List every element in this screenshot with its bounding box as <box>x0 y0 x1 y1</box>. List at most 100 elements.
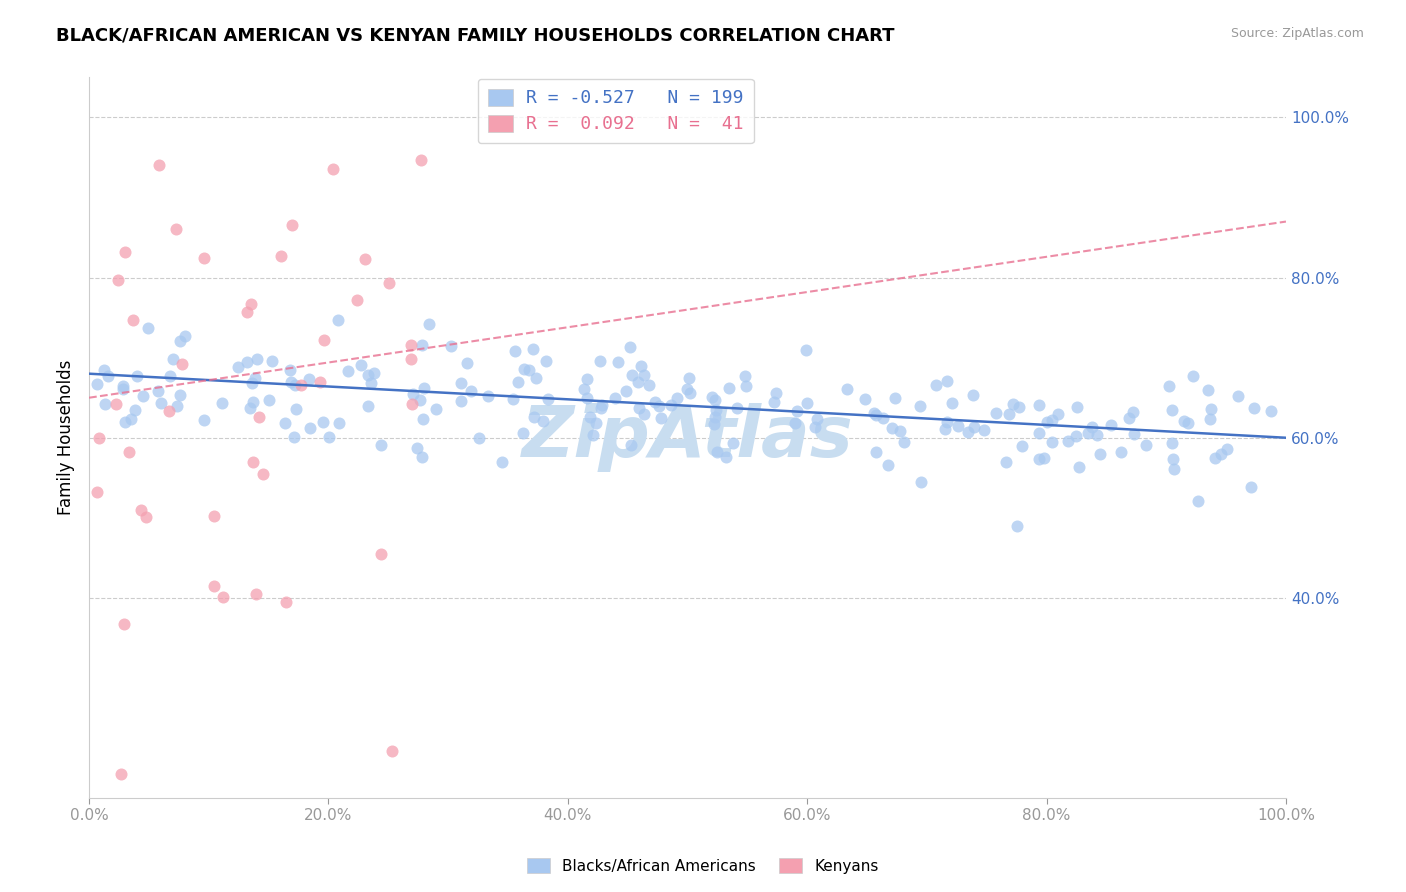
Point <box>349 358 371 372</box>
Point <box>644 395 666 409</box>
Legend: Blacks/African Americans, Kenyans: Blacks/African Americans, Kenyans <box>522 852 884 880</box>
Point <box>409 393 432 408</box>
Point <box>638 378 661 392</box>
Point <box>633 407 655 421</box>
Point <box>425 402 447 417</box>
Point <box>284 378 307 392</box>
Point <box>946 418 969 433</box>
Point <box>86 485 108 500</box>
Point <box>676 383 699 397</box>
Point <box>1036 415 1059 429</box>
Point <box>174 329 197 343</box>
Point <box>936 415 959 429</box>
Point <box>412 412 434 426</box>
Point <box>411 450 433 464</box>
Point <box>235 305 257 319</box>
Point <box>1090 447 1112 461</box>
Point <box>370 438 392 452</box>
Point <box>575 372 598 386</box>
Point <box>703 417 725 431</box>
Point <box>477 389 499 403</box>
Point <box>591 401 613 415</box>
Point <box>962 388 984 402</box>
Legend: R = -0.527   N = 199, R =  0.092   N =  41: R = -0.527 N = 199, R = 0.092 N = 41 <box>478 78 754 144</box>
Point <box>236 355 259 369</box>
Point <box>1081 420 1104 434</box>
Point <box>706 445 728 459</box>
Point <box>1260 404 1282 418</box>
Point <box>630 359 652 374</box>
Point <box>399 351 422 366</box>
Y-axis label: Family Households: Family Households <box>58 360 75 516</box>
Point <box>876 458 898 472</box>
Text: BLACK/AFRICAN AMERICAN VS KENYAN FAMILY HOUSEHOLDS CORRELATION CHART: BLACK/AFRICAN AMERICAN VS KENYAN FAMILY … <box>56 27 894 45</box>
Point <box>346 293 368 307</box>
Point <box>1122 427 1144 442</box>
Point <box>1057 434 1080 448</box>
Point <box>1187 494 1209 508</box>
Point <box>889 425 911 439</box>
Point <box>1040 413 1063 427</box>
Point <box>659 398 682 412</box>
Point <box>165 222 187 236</box>
Point <box>162 351 184 366</box>
Point <box>1077 425 1099 440</box>
Point <box>508 376 530 390</box>
Point <box>627 375 650 389</box>
Point <box>460 384 482 398</box>
Point <box>804 419 827 434</box>
Point <box>193 252 215 266</box>
Point <box>1173 414 1195 428</box>
Point <box>1198 412 1220 426</box>
Point <box>1239 479 1261 493</box>
Point <box>121 313 143 327</box>
Point <box>402 386 425 401</box>
Point <box>1069 460 1091 475</box>
Point <box>378 276 401 290</box>
Point <box>1204 450 1226 465</box>
Point <box>93 363 115 377</box>
Point <box>112 617 135 632</box>
Point <box>322 162 344 177</box>
Point <box>243 371 266 385</box>
Point <box>512 362 534 376</box>
Point <box>94 397 117 411</box>
Point <box>648 399 671 413</box>
Point <box>298 421 321 435</box>
Point <box>893 434 915 449</box>
Point <box>308 375 330 389</box>
Point <box>270 249 292 263</box>
Point <box>166 399 188 413</box>
Point <box>409 153 432 167</box>
Point <box>312 415 335 429</box>
Point <box>1085 427 1108 442</box>
Point <box>650 411 672 425</box>
Point <box>283 430 305 444</box>
Point <box>1011 439 1033 453</box>
Point <box>910 475 932 489</box>
Point <box>1111 445 1133 459</box>
Point <box>124 403 146 417</box>
Point <box>157 404 180 418</box>
Point <box>957 425 980 440</box>
Point <box>202 508 225 523</box>
Point <box>247 410 270 425</box>
Point <box>284 402 307 417</box>
Point <box>169 334 191 348</box>
Point <box>703 409 725 424</box>
Point <box>1177 416 1199 430</box>
Point <box>607 354 630 368</box>
Point <box>399 338 422 352</box>
Point <box>619 340 641 354</box>
Point <box>725 401 748 415</box>
Point <box>226 359 249 374</box>
Point <box>412 381 434 395</box>
Point <box>1002 397 1025 411</box>
Point <box>994 455 1017 469</box>
Point <box>411 338 433 352</box>
Point <box>582 428 605 442</box>
Point <box>883 391 905 405</box>
Point <box>585 416 607 430</box>
Point <box>524 371 547 385</box>
Point <box>1227 389 1250 403</box>
